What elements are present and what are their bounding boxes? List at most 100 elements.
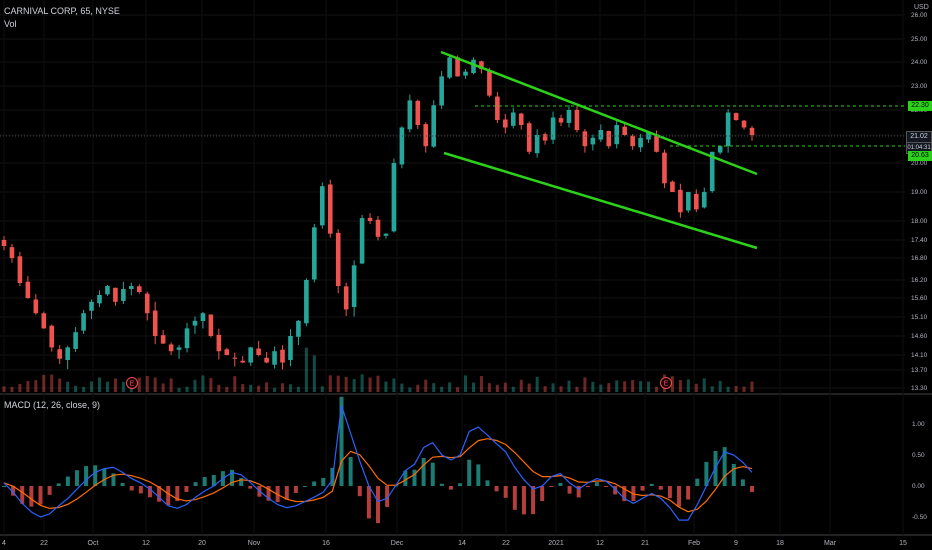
candle bbox=[33, 299, 39, 314]
price-tick-label: 16.80 bbox=[911, 255, 928, 262]
volume-bar bbox=[225, 386, 229, 392]
candle bbox=[57, 349, 63, 359]
time-tick-label: Nov bbox=[248, 540, 261, 547]
volume-bar bbox=[193, 379, 197, 392]
time-tick-label: 9 bbox=[734, 540, 738, 547]
candle bbox=[622, 126, 627, 135]
volume-bars bbox=[2, 347, 754, 392]
candle bbox=[248, 347, 253, 363]
macd-histogram-bar bbox=[29, 486, 34, 507]
macd-histogram-bar bbox=[11, 486, 16, 496]
volume-bar bbox=[647, 381, 651, 392]
macd-histogram-bar bbox=[157, 486, 162, 502]
macd-histogram-bar bbox=[704, 461, 709, 486]
macd-histogram-bar bbox=[293, 486, 298, 493]
time-tick-label: 4 bbox=[2, 540, 6, 547]
time-tick-label: 12 bbox=[596, 540, 604, 547]
candle bbox=[312, 227, 317, 280]
macd-histogram-bar bbox=[38, 486, 43, 505]
macd-histogram-bar bbox=[695, 478, 700, 486]
volume-bar bbox=[74, 385, 78, 392]
price-tick-label: 14.10 bbox=[911, 352, 928, 359]
macd-histogram-bar bbox=[385, 486, 390, 507]
candle bbox=[693, 193, 699, 210]
candle bbox=[89, 301, 94, 311]
candle bbox=[455, 57, 460, 77]
candle bbox=[526, 123, 532, 152]
volume-bar bbox=[551, 383, 555, 392]
volume-bar bbox=[265, 382, 269, 392]
volume-bar bbox=[42, 374, 46, 392]
macd-histogram-bar bbox=[93, 465, 98, 486]
time-tick-label: Feb bbox=[688, 540, 700, 547]
volume-bar bbox=[336, 375, 340, 392]
price-tick-label: 16.20 bbox=[911, 277, 928, 284]
price-tick-label: 18.00 bbox=[911, 218, 928, 225]
volume-bar bbox=[511, 386, 515, 392]
macd-histogram-bar bbox=[640, 486, 645, 491]
price-tick-label: 17.40 bbox=[911, 237, 928, 244]
macd-histogram-bar bbox=[47, 486, 52, 495]
time-tick-label: 14 bbox=[458, 540, 466, 547]
candle bbox=[17, 256, 23, 283]
candle bbox=[367, 217, 373, 221]
time-tick-label: 21 bbox=[641, 540, 649, 547]
candle bbox=[296, 320, 301, 337]
candle bbox=[614, 125, 620, 145]
volume-bar bbox=[320, 386, 324, 392]
candle bbox=[208, 314, 214, 336]
macd-histogram-bar bbox=[458, 483, 463, 486]
candle bbox=[487, 70, 492, 96]
candle bbox=[630, 135, 635, 147]
volume-bar bbox=[137, 377, 141, 392]
candle bbox=[176, 347, 182, 350]
volume-bar bbox=[631, 380, 635, 392]
macd-histogram-bar bbox=[348, 457, 353, 486]
macd-histogram-bar bbox=[248, 486, 253, 489]
time-tick-label: 20 bbox=[198, 540, 206, 547]
macd-histogram-bar bbox=[403, 470, 408, 486]
candle bbox=[606, 130, 612, 147]
macd-histogram-bar bbox=[677, 486, 682, 507]
macd-histogram-bar bbox=[366, 486, 371, 519]
volume-bar bbox=[34, 380, 38, 392]
price-tick-label: 20.00 bbox=[911, 160, 928, 167]
volume-bar bbox=[66, 381, 70, 392]
macd-histogram-bar bbox=[476, 464, 481, 486]
volume-bar bbox=[559, 386, 563, 392]
price-tick-label: 24.00 bbox=[911, 59, 928, 66]
volume-bar bbox=[249, 384, 253, 392]
volume-bar bbox=[82, 386, 86, 392]
volume-bar bbox=[527, 383, 531, 392]
volume-bar bbox=[575, 386, 579, 392]
volume-bar bbox=[201, 375, 205, 392]
macd-histogram-bar bbox=[731, 463, 736, 486]
candle bbox=[152, 310, 158, 336]
volume-bar bbox=[233, 376, 237, 392]
macd-histogram-bar bbox=[576, 486, 581, 498]
candle bbox=[25, 281, 31, 298]
earnings-marker-label: E bbox=[664, 381, 669, 388]
macd-histogram-bar bbox=[102, 468, 107, 486]
candle bbox=[518, 113, 524, 125]
volume-bar bbox=[464, 375, 468, 392]
candle bbox=[1, 240, 7, 246]
candle bbox=[9, 247, 15, 258]
price-tick-label: 14.60 bbox=[911, 333, 928, 340]
macd-histogram-bar bbox=[613, 486, 618, 495]
macd-histogram-bar bbox=[111, 473, 116, 486]
volume-bar bbox=[678, 380, 682, 392]
candle bbox=[463, 71, 468, 76]
volume-bar bbox=[519, 379, 523, 392]
macd-histogram-bar bbox=[412, 469, 417, 486]
candle bbox=[741, 120, 747, 128]
volume-bar bbox=[257, 385, 261, 392]
time-tick-label: 22 bbox=[40, 540, 48, 547]
volume-label: Vol bbox=[4, 19, 17, 29]
volume-bar bbox=[694, 383, 698, 392]
candle bbox=[566, 110, 572, 123]
macd-histogram-bar bbox=[193, 482, 198, 486]
macd-histogram-bar bbox=[430, 462, 435, 486]
candle bbox=[192, 320, 198, 326]
